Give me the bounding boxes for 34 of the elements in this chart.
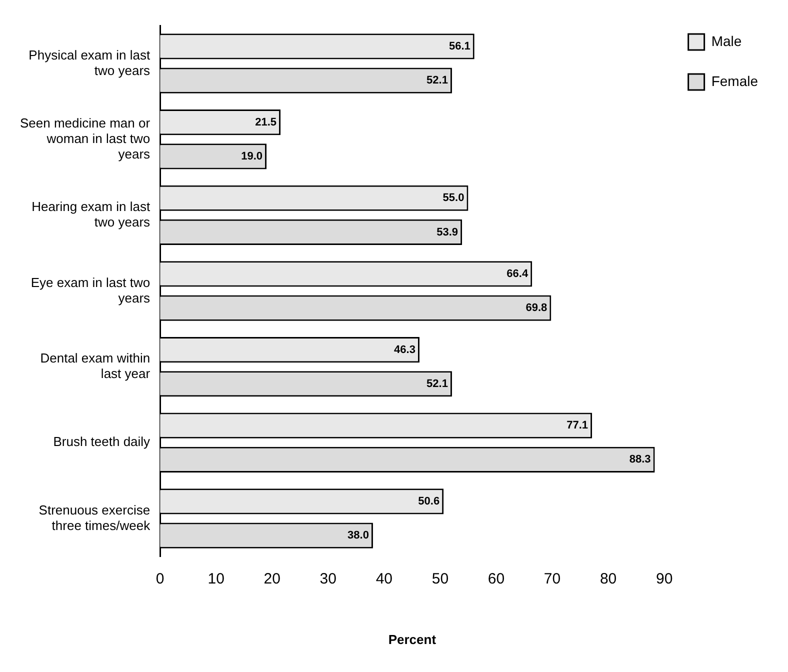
x-tick-label: 10 bbox=[208, 570, 224, 588]
x-tick-label: 40 bbox=[376, 570, 393, 588]
y-tick-label: Brush teeth daily bbox=[53, 434, 151, 450]
y-tick-label: Seen medicine man or woman in last two years bbox=[20, 115, 151, 162]
x-tick-label: 60 bbox=[488, 570, 505, 588]
data-label: 19.0 bbox=[241, 150, 263, 162]
data-label: 77.1 bbox=[566, 420, 588, 432]
data-label: 52.1 bbox=[426, 378, 448, 390]
x-tick-label: 80 bbox=[600, 570, 617, 588]
y-tick-label: Eye exam in last two years bbox=[30, 274, 151, 306]
data-label: 38.0 bbox=[348, 530, 369, 542]
y-tick-label: Physical exam in last two years bbox=[28, 47, 151, 78]
x-tick-label: 0 bbox=[156, 570, 164, 588]
data-label: 53.9 bbox=[436, 226, 458, 238]
x-axis-title: Percent bbox=[388, 632, 437, 647]
x-tick-label: 90 bbox=[656, 570, 673, 588]
x-tick-label: 50 bbox=[432, 570, 449, 588]
data-label: 88.3 bbox=[629, 454, 651, 466]
y-tick-label: Strenuous exercise three times/week bbox=[38, 502, 151, 533]
legend-label: Male bbox=[711, 32, 742, 49]
y-tick-label: Dental exam within last year bbox=[40, 350, 151, 382]
data-label: 66.4 bbox=[506, 268, 529, 280]
x-tick-label: 30 bbox=[320, 570, 336, 588]
data-label: 52.1 bbox=[426, 74, 448, 87]
legend-label: Female bbox=[711, 72, 758, 89]
data-label: 69.8 bbox=[526, 302, 548, 314]
data-label: 46.3 bbox=[394, 344, 416, 356]
data-label: 55.0 bbox=[442, 192, 464, 204]
data-label: 21.5 bbox=[255, 116, 277, 128]
x-tick-label: 20 bbox=[264, 570, 280, 588]
x-tick-label: 70 bbox=[544, 570, 561, 588]
data-label: 56.1 bbox=[448, 40, 470, 52]
y-tick-label: Hearing exam in last two years bbox=[32, 198, 151, 230]
data-label: 50.6 bbox=[418, 495, 440, 508]
